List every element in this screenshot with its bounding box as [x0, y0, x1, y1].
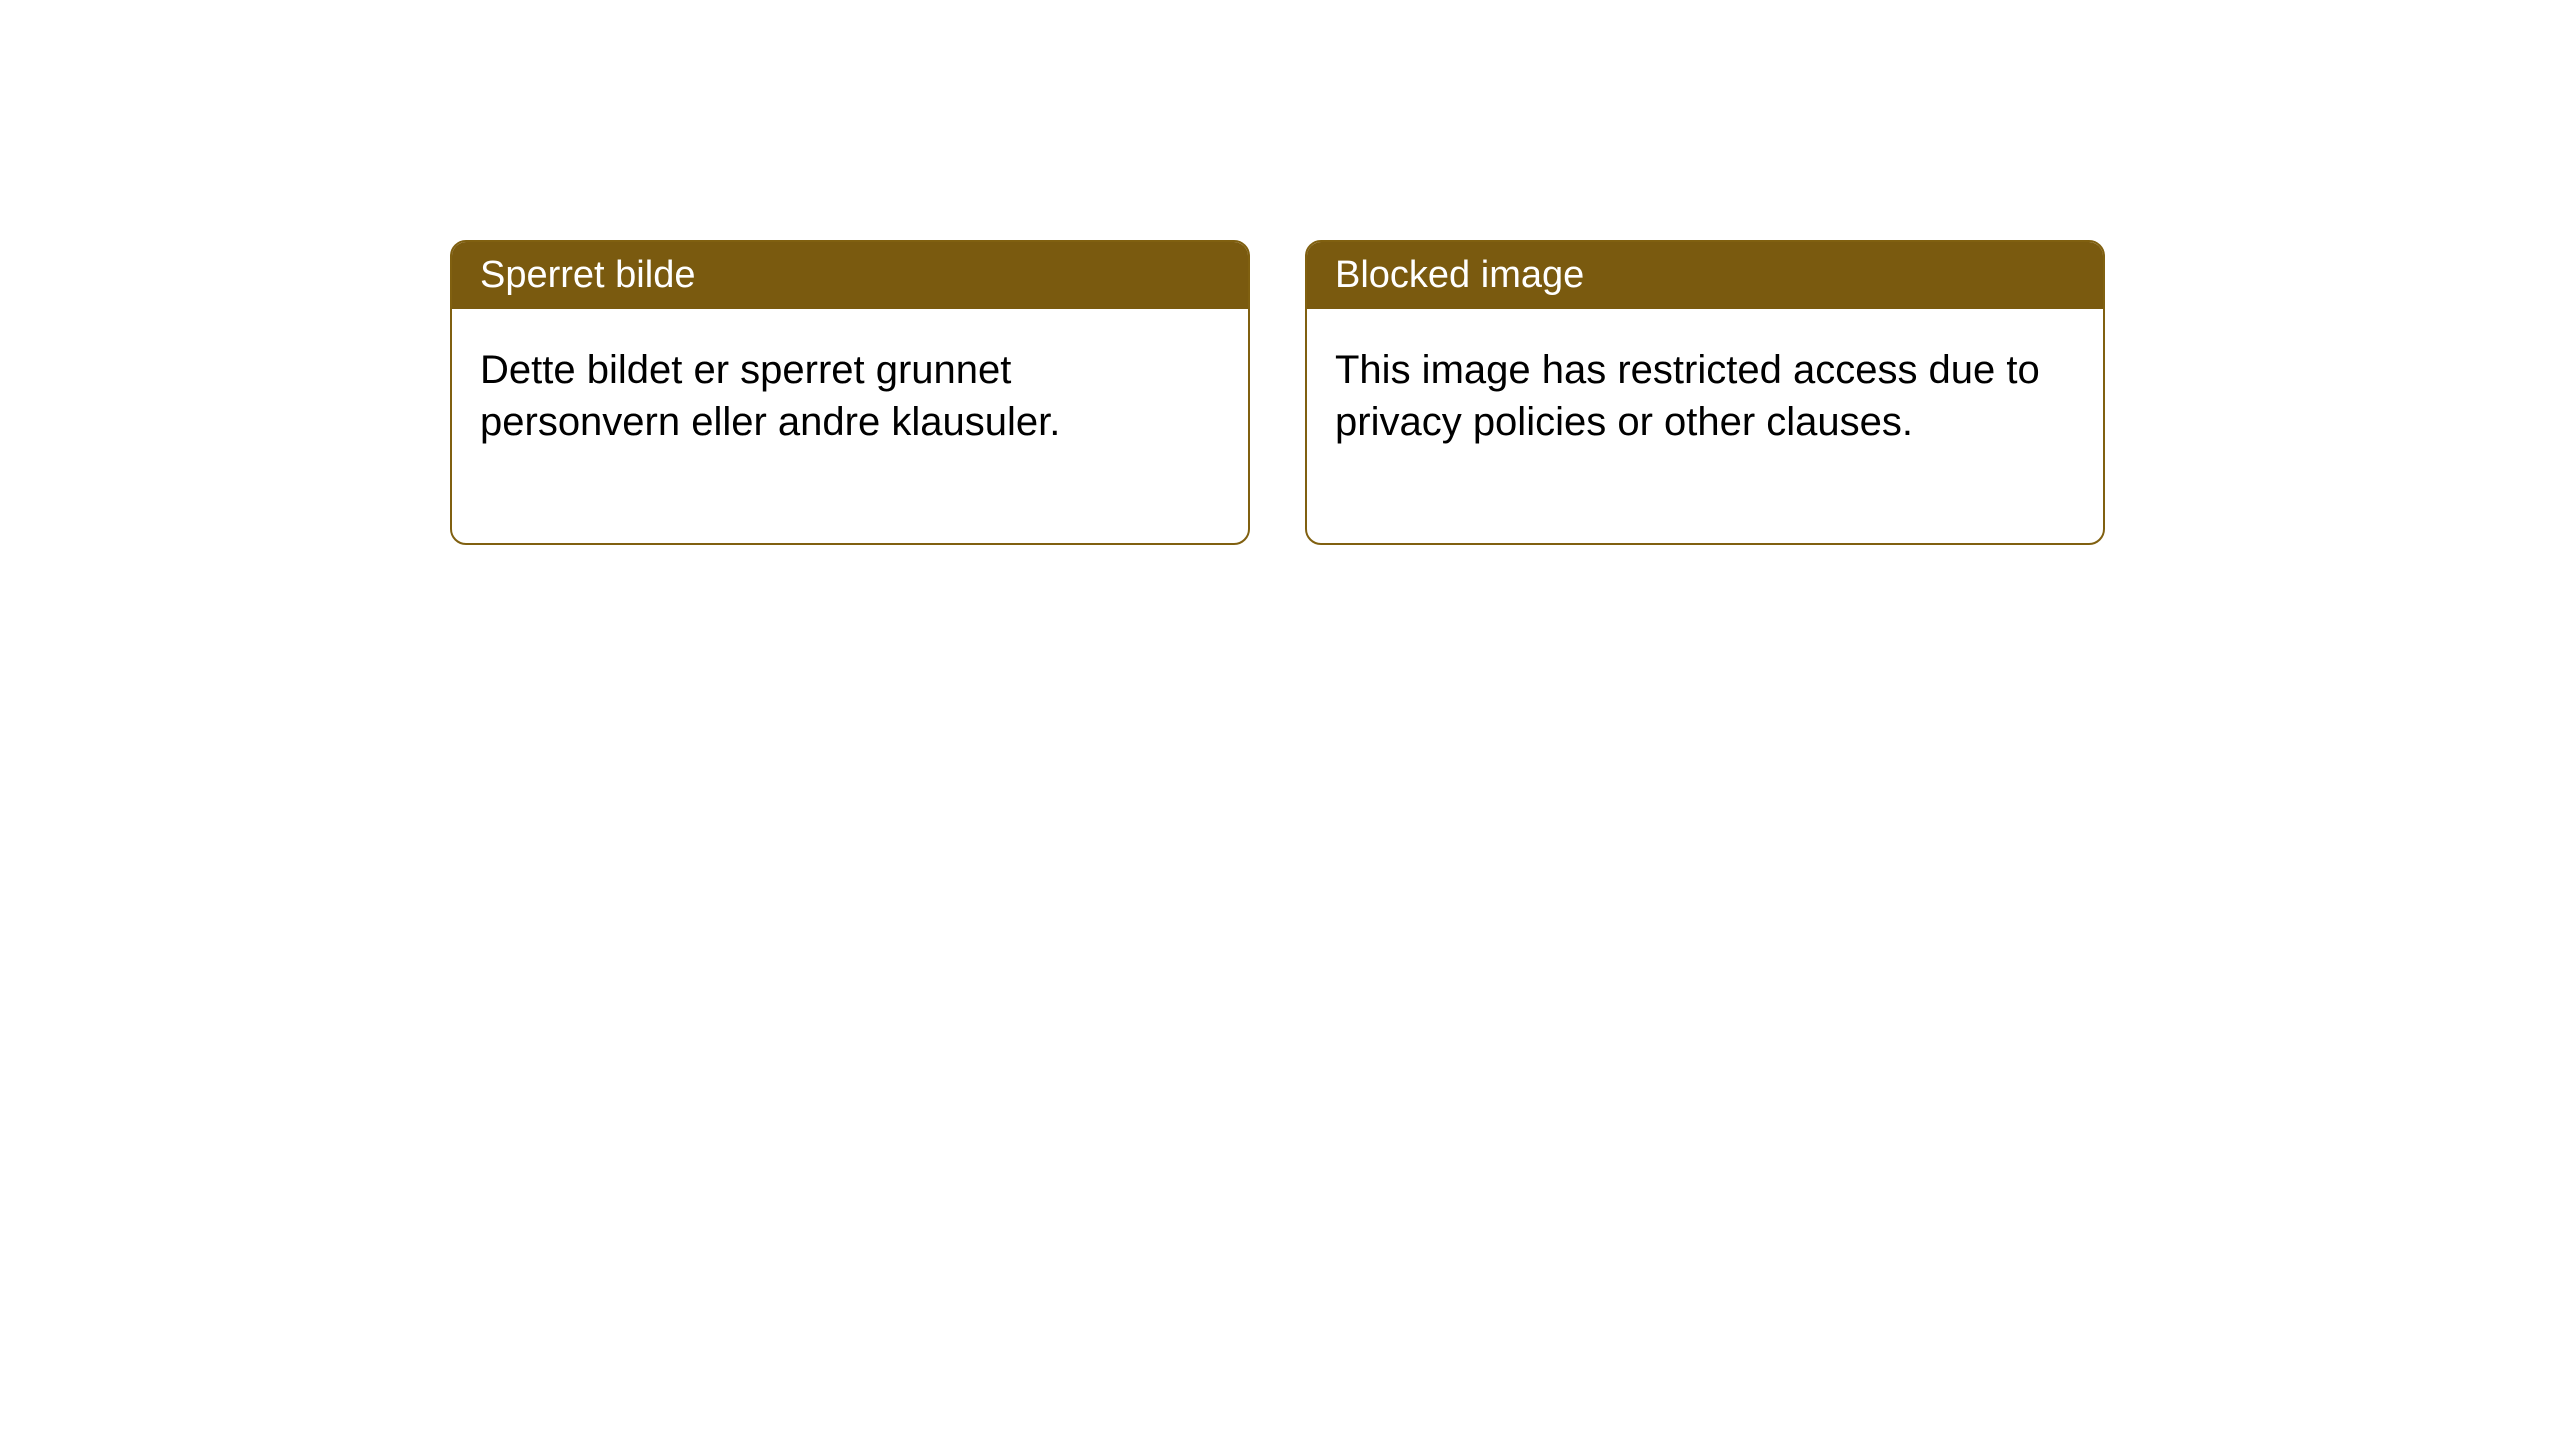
card-blocked-nb: Sperret bilde Dette bildet er sperret gr…	[450, 240, 1250, 545]
cards-container: Sperret bilde Dette bildet er sperret gr…	[450, 240, 2105, 545]
card-body-en: This image has restricted access due to …	[1307, 309, 2103, 543]
card-blocked-en: Blocked image This image has restricted …	[1305, 240, 2105, 545]
card-header: Blocked image	[1307, 242, 2103, 309]
card-text-nb: Dette bildet er sperret grunnet personve…	[480, 348, 1060, 444]
card-body-nb: Dette bildet er sperret grunnet personve…	[452, 309, 1248, 543]
card-header: Sperret bilde	[452, 242, 1248, 309]
card-title-nb: Sperret bilde	[480, 254, 695, 296]
card-text-en: This image has restricted access due to …	[1335, 348, 2040, 444]
card-title-en: Blocked image	[1335, 254, 1584, 296]
